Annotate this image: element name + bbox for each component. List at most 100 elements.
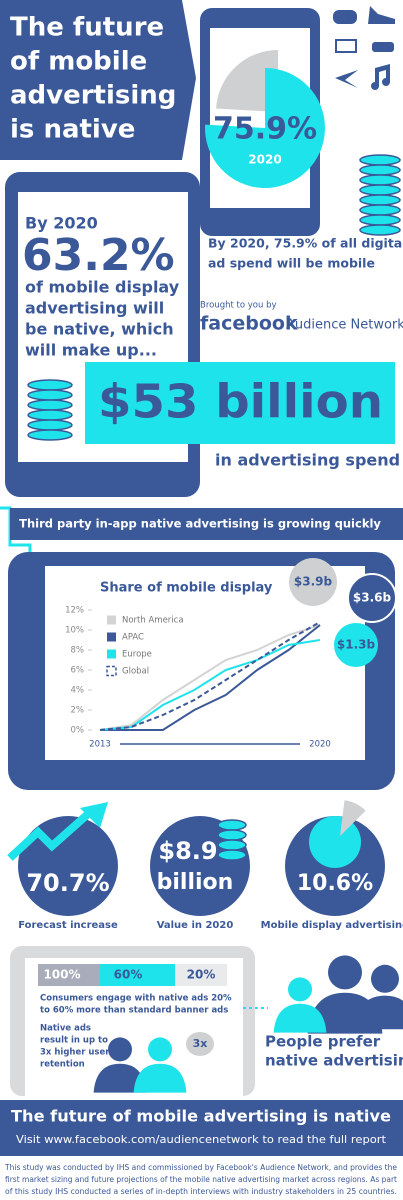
text-line: advertising will: [25, 299, 164, 318]
text-line: result in up to: [40, 1036, 108, 1046]
title-block: [0, 0, 196, 160]
legend-label: North America: [122, 616, 184, 626]
pie-rest: [216, 50, 278, 112]
caption-line: ad spend will be mobile: [208, 256, 375, 271]
note-line: first market sizing and future projectio…: [5, 1175, 397, 1184]
coin: [27, 429, 73, 441]
connector: [0, 506, 32, 552]
series-line: [99, 639, 321, 731]
icons: [333, 6, 395, 90]
y-tick-label: 4%: [71, 686, 85, 696]
stat-label: billion: [157, 870, 234, 895]
person-body: [133, 1063, 187, 1093]
y-tick-label: 8%: [71, 646, 85, 656]
legend-swatch: [107, 649, 116, 659]
text-line: be native, which: [25, 320, 174, 339]
pie-year: 2020: [248, 153, 281, 167]
text-line: of mobile display: [25, 278, 180, 297]
sponsor-intro: Brought to you by: [200, 301, 277, 311]
text-line: to 60% more than standard banner ads: [40, 1006, 228, 1016]
footer-link[interactable]: Visit www.facebook.com/audiencenetwork t…: [16, 1133, 387, 1146]
coin: [359, 204, 401, 216]
coin: [359, 214, 401, 226]
x-tick-label: 2013: [89, 740, 111, 750]
legend-label: Global: [122, 667, 149, 677]
sponsor-network: Audience Network: [286, 318, 403, 333]
coin: [217, 839, 247, 851]
amount-box: [85, 362, 395, 444]
big-stat: 63.2%: [22, 230, 175, 281]
pie-label: 75.9%: [213, 112, 317, 147]
arrow-head: [80, 802, 108, 828]
chart-title: Share of mobile display: [100, 581, 273, 596]
title-line: The future: [10, 13, 164, 43]
coin: [27, 399, 73, 411]
coin: [359, 224, 401, 236]
multiplier: 3x: [193, 1037, 208, 1050]
person-body: [354, 995, 403, 1030]
y-tick-label: 2%: [71, 706, 85, 716]
y-tick-label: 10%: [65, 626, 84, 636]
banner: [10, 508, 403, 540]
person-head: [108, 1037, 132, 1062]
headline: native advertising: [265, 1052, 403, 1070]
bar-label: 100%: [43, 968, 80, 982]
legend-swatch: [107, 615, 116, 625]
amount: $53 billion: [98, 375, 383, 429]
coin: [27, 379, 73, 391]
coin: [359, 164, 401, 176]
legend-label: Europe: [122, 650, 152, 660]
legend-swatch: [107, 632, 116, 642]
pie-base: [309, 816, 361, 868]
caption-line: By 2020, 75.9% of all digital: [208, 236, 403, 251]
bar-label: 20%: [187, 968, 216, 982]
coin: [27, 409, 73, 421]
coin: [359, 154, 401, 166]
amount-caption: in advertising spend: [215, 451, 400, 470]
callout: [334, 623, 378, 667]
footer-title: The future of mobile advertising is nati…: [11, 1107, 391, 1126]
footer-band: [0, 1100, 403, 1156]
sponsor-brand: facebook: [200, 313, 298, 335]
lead: By 2020: [25, 214, 98, 233]
coin: [217, 849, 247, 861]
y-tick-label: 12%: [65, 606, 84, 616]
series-line: [100, 624, 321, 731]
text-line: Consumers engage with native ads 20%: [40, 994, 232, 1004]
bar-segment: [100, 964, 175, 986]
text-line: retention: [40, 1060, 85, 1070]
coin: [359, 194, 401, 206]
coin: [359, 184, 401, 196]
text-line: Native ads: [40, 1024, 91, 1034]
coin: [217, 819, 247, 831]
pie-slice: [340, 800, 366, 836]
y-tick-label: 0%: [71, 726, 85, 736]
stat-label: $8.9: [158, 837, 217, 865]
legend-label: APAC: [122, 633, 144, 643]
callout: [347, 573, 397, 623]
note-line: This study was conducted by IHS and comm…: [4, 1163, 397, 1172]
title-line: is native: [10, 115, 135, 145]
note-line: of this study IHS conducted a series of …: [5, 1187, 397, 1196]
callout-text: $3.6b: [353, 591, 392, 605]
stat-caption: Value in 2020: [157, 920, 234, 931]
legend-swatch: [106, 665, 117, 677]
banner-text: Third party in-app native advertising is…: [19, 517, 381, 531]
stat-label: 10.6%: [297, 871, 373, 896]
stat-label: 70.7%: [26, 869, 109, 897]
headline: People prefer: [265, 1033, 381, 1051]
stat-caption: Mobile display advertising: [261, 920, 403, 931]
callout-text: $1.3b: [337, 638, 376, 652]
arrow-icon: [7, 811, 91, 861]
person-body: [273, 1003, 327, 1033]
bar-segment: [38, 964, 100, 986]
coin: [27, 389, 73, 401]
text-line: 3x higher user: [40, 1048, 110, 1058]
coin: [217, 829, 247, 841]
person-head: [148, 1037, 172, 1062]
text-line: will make up...: [25, 341, 157, 360]
coin: [359, 174, 401, 186]
title-line: advertising: [10, 81, 176, 111]
